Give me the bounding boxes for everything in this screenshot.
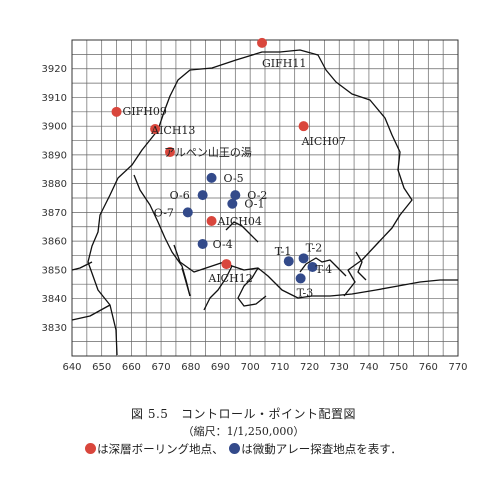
- borehole-point: [111, 106, 122, 117]
- array-point: [227, 198, 238, 209]
- caption-scale: （縮尺：1/1,250,000）: [182, 425, 305, 438]
- axis-ticks: 640 650 660 670 680 690 700 710 720 730 740 750 760 7…: [42, 64, 468, 373]
- borehole-point: [257, 37, 268, 48]
- coastline-map: [71, 49, 458, 356]
- point-label: O-6: [170, 189, 190, 202]
- point-label: T-3: [297, 286, 314, 299]
- data-points: GIFH11 GIFH09 AICH13 AICH07 アルペン山王の湯 AICH04 AI…: [111, 37, 346, 299]
- coastline-path: [71, 304, 111, 321]
- point-label: AICH12: [207, 272, 252, 285]
- caption-title: 図 5.5 コントロール・ポイント配置図: [131, 407, 356, 421]
- x-tick-label: 670: [152, 362, 171, 373]
- array-point: [283, 256, 294, 267]
- point-label: O-1: [244, 198, 264, 211]
- legend-blue-text: は微動アレー探査地点を表す．: [241, 442, 402, 456]
- x-tick-label: 720: [300, 362, 319, 373]
- x-tick-label: 680: [181, 362, 200, 373]
- x-tick-label: 690: [211, 362, 230, 373]
- array-point: [182, 207, 193, 218]
- point-label: T-2: [306, 241, 323, 254]
- array-point: [230, 190, 241, 201]
- x-tick-label: 770: [448, 362, 467, 373]
- legend-blue-marker: [229, 443, 241, 454]
- coastline-path: [87, 49, 413, 356]
- x-tick-label: 750: [389, 362, 408, 373]
- legend: は深層ボーリング地点、 は微動アレー探査地点を表す．: [0, 441, 487, 457]
- x-tick-label: 650: [92, 362, 111, 373]
- point-label: アルペン山王の湯: [164, 146, 252, 159]
- y-tick-label: 3890: [42, 150, 67, 161]
- borehole-point: [221, 259, 232, 270]
- point-label: AICH07: [301, 135, 346, 148]
- x-tick-label: 760: [419, 362, 438, 373]
- point-label: AICH13: [150, 124, 195, 137]
- y-tick-label: 3910: [42, 93, 67, 104]
- borehole-point: [150, 124, 161, 135]
- legend-red-text: は深層ボーリング地点、: [97, 442, 224, 456]
- x-tick-label: 730: [330, 362, 349, 373]
- coastline-path: [231, 265, 458, 299]
- coastline-path: [299, 257, 347, 277]
- array-point: [298, 253, 309, 264]
- x-tick-label: 710: [270, 362, 289, 373]
- point-label: O-2: [247, 189, 267, 202]
- y-tick-label: 3880: [42, 179, 67, 190]
- point-label: GIFH11: [262, 57, 306, 70]
- borehole-point: [164, 147, 175, 158]
- point-label: O-5: [224, 172, 244, 185]
- borehole-point: [298, 121, 309, 132]
- coastline-path: [355, 251, 367, 281]
- coastline-path: [237, 267, 267, 307]
- array-point: [197, 190, 208, 201]
- point-label: T-1: [275, 245, 292, 258]
- point-label: O-7: [154, 206, 174, 219]
- x-tick-label: 740: [359, 362, 378, 373]
- x-tick-label: 660: [122, 362, 141, 373]
- x-tick-label: 640: [62, 362, 81, 373]
- y-tick-label: 3860: [42, 237, 67, 248]
- coastline-path: [203, 265, 233, 311]
- point-label: GIFH09: [123, 105, 167, 118]
- y-tick-label: 3900: [42, 122, 67, 133]
- array-point: [197, 238, 208, 249]
- y-tick-label: 3840: [42, 294, 67, 305]
- array-point: [295, 273, 306, 284]
- array-point: [206, 172, 217, 183]
- y-tick-label: 3870: [42, 208, 67, 219]
- coastline-path: [181, 267, 191, 297]
- coastline-path: [71, 261, 93, 271]
- point-label: O-4: [213, 238, 233, 251]
- y-tick-label: 3830: [42, 323, 67, 334]
- legend-red-marker: [85, 443, 97, 454]
- borehole-point: [206, 215, 217, 226]
- scale-note: （縮尺：1/1,250,000）: [0, 423, 487, 439]
- point-label: AICH04: [217, 215, 262, 228]
- grid: [71, 39, 459, 357]
- figure-caption: 図 5.5 コントロール・ポイント配置図: [0, 405, 487, 422]
- point-label: T-4: [316, 263, 333, 276]
- coastline-path: [225, 221, 259, 243]
- x-tick-label: 700: [241, 362, 260, 373]
- y-tick-label: 3920: [42, 64, 67, 75]
- array-point: [307, 261, 318, 272]
- y-tick-label: 3850: [42, 265, 67, 276]
